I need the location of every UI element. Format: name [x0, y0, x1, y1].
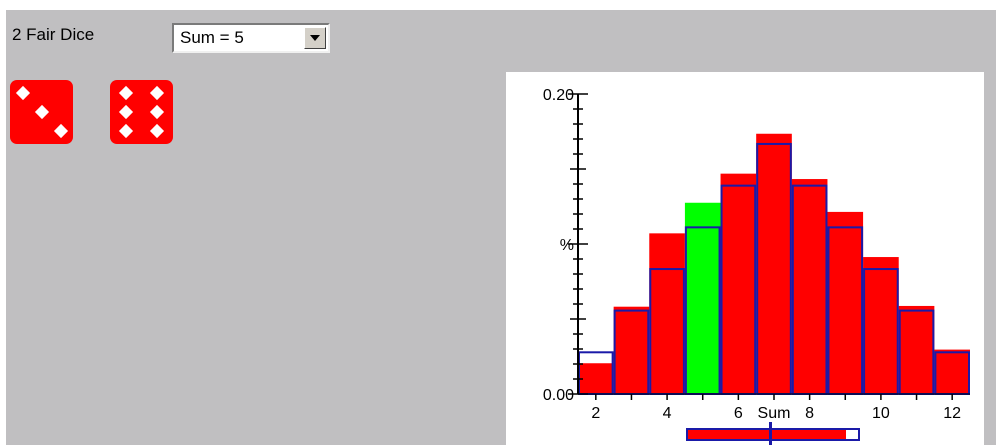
sum-range-slider[interactable]	[686, 428, 860, 441]
die-pip	[34, 104, 50, 120]
die-pip	[118, 85, 134, 101]
observed-bar-9	[827, 211, 864, 394]
x-tick-label: 4	[663, 405, 672, 422]
y-tick-label: %	[560, 237, 574, 254]
observed-bar-6	[720, 173, 757, 394]
x-axis-label: Sum	[758, 405, 791, 422]
die-1	[10, 80, 73, 144]
x-tick-label: 6	[734, 405, 743, 422]
x-tick-label: 8	[805, 405, 814, 422]
observed-bar-11	[898, 305, 935, 394]
window-edge	[0, 0, 6, 445]
y-tick-label: 0.00	[543, 387, 574, 404]
die-pip	[149, 85, 165, 101]
sum-select[interactable]: Sum = 5	[172, 23, 330, 53]
y-tick-label: 0.20	[543, 87, 574, 104]
axes-group: 0.20% 0.00 2 4 6 8 10 12 Sum	[543, 87, 970, 422]
die-pip	[15, 85, 31, 101]
dropdown-button[interactable]	[304, 27, 326, 49]
slider-track-end	[846, 430, 858, 439]
observed-bar-8	[791, 179, 828, 394]
observed-bar-2	[578, 363, 614, 394]
die-pip	[53, 123, 69, 139]
die-pip	[118, 123, 134, 139]
app-title: 2 Fair Dice	[12, 25, 95, 44]
die-pip	[149, 123, 165, 139]
slider-handle[interactable]	[769, 422, 772, 445]
observed-bar-12	[934, 349, 970, 394]
observed-bar-5	[684, 202, 721, 394]
die-pip	[118, 104, 134, 120]
histogram-panel: 0.20% 0.00 2 4 6 8 10 12 Sum	[506, 72, 984, 445]
observed-bar-10	[863, 257, 899, 394]
histogram-chart: 0.20% 0.00 2 4 6 8 10 12 Sum	[543, 87, 971, 422]
observed-bar-4	[649, 233, 685, 394]
x-tick-label: 12	[943, 405, 961, 422]
die-2	[110, 80, 173, 144]
observed-bar-3	[613, 306, 650, 394]
die-pip	[149, 104, 165, 120]
observed-bar-7	[756, 133, 792, 394]
x-tick-label: 2	[591, 405, 600, 422]
sum-select-value: Sum = 5	[180, 28, 244, 47]
chevron-down-icon	[310, 35, 320, 41]
x-tick-label: 10	[872, 405, 890, 422]
bars-group	[578, 133, 971, 396]
